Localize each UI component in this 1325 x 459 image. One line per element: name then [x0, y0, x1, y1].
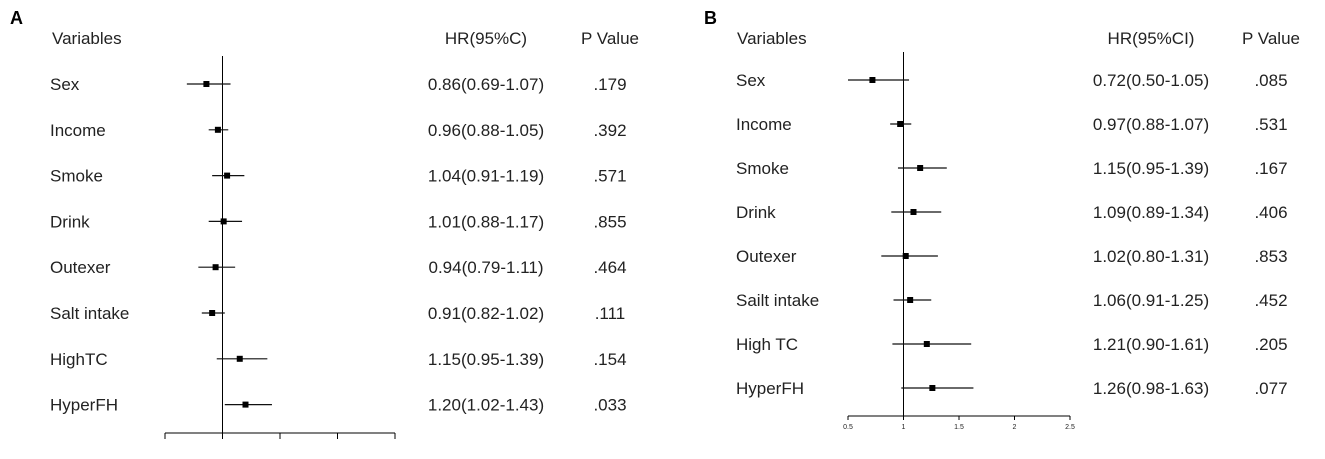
- panel-b-hr-point: [929, 385, 936, 391]
- panel-b-hr-point: [897, 121, 904, 127]
- panel-b-row-hr: 1.21(0.90-1.61): [1093, 335, 1209, 354]
- panel-b-row-hr: 1.09(0.89-1.34): [1093, 203, 1209, 222]
- panel-a-row-label: Drink: [50, 212, 90, 231]
- panel-b-header-p: P Value: [1242, 29, 1300, 48]
- panel-a-hr-point: [203, 81, 210, 87]
- panel-b-hr-point: [869, 77, 876, 83]
- panel-b-x-tick-label: 2.5: [1065, 424, 1075, 431]
- panel-a-hr-point: [209, 310, 216, 316]
- panel-a-row-hr: 0.91(0.82-1.02): [428, 304, 544, 323]
- panel-a-rows: Sex 0.86(0.69-1.07) .179 Income 0.96(0.88-1.…: [50, 75, 627, 415]
- panel-b-row-label: High TC: [736, 335, 798, 354]
- panel-b-row-p: .406: [1254, 203, 1287, 222]
- panel-b-row-p: .085: [1254, 71, 1287, 90]
- panel-b-plot: 0.5 1 1.5 2 2.5: [843, 52, 1075, 431]
- panel-b-row-label: Sex: [736, 71, 766, 90]
- panel-a-row-label: Smoke: [50, 167, 103, 186]
- panel-a-row-p: .571: [593, 167, 626, 186]
- panel-b-hr-point: [917, 165, 924, 171]
- panel-a-label: A: [10, 8, 23, 28]
- panel-b-row-p: .205: [1254, 335, 1287, 354]
- panel-b-row-hr: 1.26(0.98-1.63): [1093, 379, 1209, 398]
- panel-a-hr-point: [214, 126, 221, 133]
- panel-b-row-label: Sailt intake: [736, 291, 819, 310]
- panel-a-row-hr: 0.94(0.79-1.11): [429, 258, 544, 277]
- panel-a-hr-point: [242, 401, 249, 408]
- panel-a-row-hr: 1.20(1.02-1.43): [428, 396, 544, 415]
- panel-a-row-p: .111: [595, 304, 626, 323]
- panel-a-row-hr: 0.96(0.88-1.05): [428, 121, 544, 140]
- panel-a-row-p: .179: [593, 75, 626, 94]
- panel-a-row-hr: 1.01(0.88-1.17): [428, 212, 544, 231]
- panel-a-hr-point: [220, 218, 227, 225]
- panel-b-row-label: Outexer: [736, 247, 797, 266]
- panel-a-row-p: .855: [593, 212, 626, 231]
- panel-a-row-p: .154: [593, 350, 626, 369]
- panel-a-row-p: .033: [593, 396, 626, 415]
- panel-b-header-variables: Variables: [737, 29, 807, 48]
- panel-b-x-tick-label: 0.5: [843, 424, 853, 431]
- panel-a-row-label: Salt intake: [50, 304, 129, 323]
- panel-b-row-hr: 1.06(0.91-1.25): [1093, 291, 1209, 310]
- panel-b-row-label: HyperFH: [736, 379, 804, 398]
- panel-b-header-hr: HR(95%CI): [1108, 29, 1195, 48]
- panel-b-hr-point: [923, 341, 930, 347]
- panel-b-row-label: Income: [736, 115, 792, 134]
- panel-a-header-p: P Value: [581, 29, 639, 48]
- panel-b-x-tick-label: 1: [902, 424, 906, 431]
- panel-b: B Variables HR(95%CI) P Value Sex 0.72(0.…: [704, 8, 1300, 431]
- panel-a-row-hr: 0.86(0.69-1.07): [428, 75, 544, 94]
- panel-a-header-hr: HR(95%C): [445, 29, 527, 48]
- panel-b-row-p: .853: [1254, 247, 1287, 266]
- panel-a-header-variables: Variables: [52, 29, 122, 48]
- panel-b-row-p: .531: [1254, 115, 1287, 134]
- panel-a-row-p: .464: [593, 258, 626, 277]
- panel-b-hr-point: [907, 297, 914, 303]
- panel-a-row-hr: 1.04(0.91-1.19): [428, 167, 544, 186]
- panel-b-row-hr: 0.72(0.50-1.05): [1093, 71, 1209, 90]
- panel-b-row-hr: 0.97(0.88-1.07): [1093, 115, 1209, 134]
- panel-a-row-hr: 1.15(0.95-1.39): [428, 350, 544, 369]
- panel-b-row-p: .167: [1254, 159, 1287, 178]
- panel-a-row-label: Income: [50, 121, 106, 140]
- panel-a-row-label: HighTC: [50, 350, 108, 369]
- panel-a-row-label: Sex: [50, 75, 80, 94]
- panel-b-row-p: .077: [1254, 379, 1287, 398]
- panel-b-rows: Sex 0.72(0.50-1.05) .085 Income 0.97(0.88-1.…: [736, 71, 1288, 398]
- panel-b-row-label: Smoke: [736, 159, 789, 178]
- panel-b-row-p: .452: [1254, 291, 1287, 310]
- panel-a-hr-point: [236, 355, 243, 362]
- panel-b-hr-point: [910, 209, 917, 215]
- panel-a-row-p: .392: [593, 121, 626, 140]
- panel-b-row-label: Drink: [736, 203, 776, 222]
- panel-b-x-tick-label: 2: [1013, 424, 1017, 431]
- panel-a: A Variables HR(95%C) P Value Sex 0.86(0.6…: [10, 8, 639, 439]
- panel-b-label: B: [704, 8, 717, 28]
- panel-a-row-label: Outexer: [50, 258, 111, 277]
- panel-a-row-label: HyperFH: [50, 396, 118, 415]
- panel-b-row-hr: 1.02(0.80-1.31): [1093, 247, 1209, 266]
- panel-b-row-hr: 1.15(0.95-1.39): [1093, 159, 1209, 178]
- panel-b-hr-point: [902, 253, 909, 259]
- panel-a-hr-point: [212, 264, 219, 271]
- panel-a-plot: [164, 56, 396, 439]
- panel-a-hr-point: [224, 172, 231, 179]
- panel-b-x-tick-label: 1.5: [954, 424, 964, 431]
